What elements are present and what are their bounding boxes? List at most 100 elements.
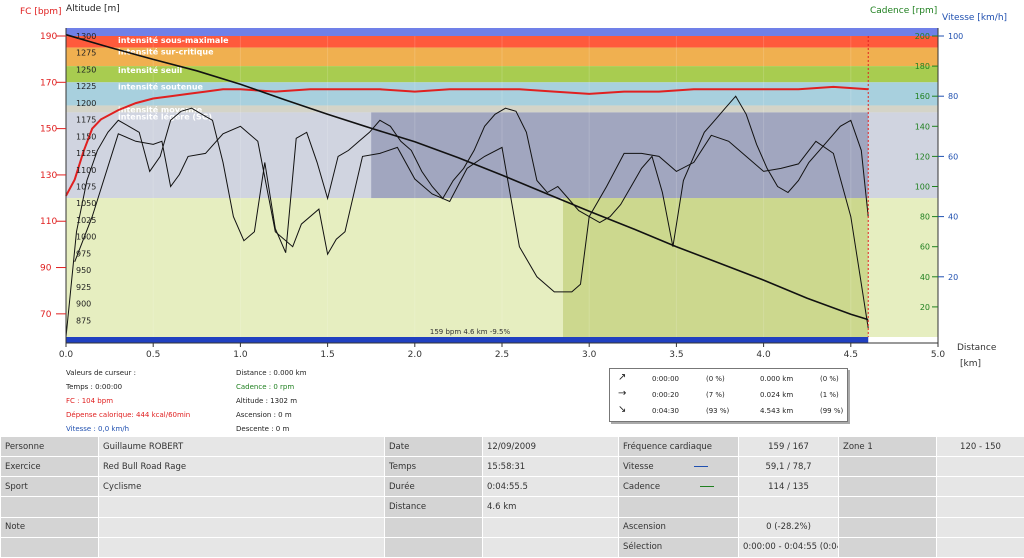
cadence-axis-label: Cadence [rpm] xyxy=(870,6,937,16)
table-cell xyxy=(482,516,619,538)
zone-band xyxy=(66,47,938,67)
zone-label: intensité sur-critique xyxy=(118,47,214,57)
slope-dist: 0.000 km xyxy=(760,375,794,383)
zone-band xyxy=(66,198,938,337)
distance-tick-label: 1.0 xyxy=(233,350,248,360)
table-cell: 120 - 150 xyxy=(936,435,1024,458)
hr-tick-label: 150 xyxy=(40,125,57,135)
zone-top-band xyxy=(66,28,938,36)
cursor-label: 159 bpm 4.6 km -9.5% xyxy=(430,328,511,336)
table-cell: Durée xyxy=(384,476,483,498)
table-cell: 0 (-28.2%) xyxy=(738,516,839,538)
slope-pct: (7 %) xyxy=(706,391,725,399)
cursor-descente: Descente : 0 m xyxy=(236,425,290,433)
altitude-tick-label: 1275 xyxy=(76,49,96,58)
table-cell xyxy=(936,536,1024,558)
altitude-tick-label: 1200 xyxy=(76,99,96,108)
table-cell xyxy=(936,456,1024,478)
cadence-tick-label: 60 xyxy=(920,243,930,252)
legend-swatch xyxy=(693,465,708,467)
table-cell xyxy=(0,536,99,558)
table-cell: 12/09/2009 xyxy=(482,435,619,458)
cursor-vitesse: Vitesse : 0,0 km/h xyxy=(66,425,130,433)
altitude-tick-label: 975 xyxy=(76,249,91,258)
table-cell: Exercice xyxy=(0,456,99,478)
slope-dist: 4.543 km xyxy=(760,407,794,415)
table-cell xyxy=(838,456,937,478)
table-cell xyxy=(384,536,483,558)
cadence-tick-label: 100 xyxy=(915,183,930,192)
slope-row-up: ↗ 0:00:00 (0 %) 0.000 km (0 %) xyxy=(610,371,847,387)
altitude-tick-label: 900 xyxy=(76,300,91,309)
altitude-tick-label: 925 xyxy=(76,283,91,292)
table-cell xyxy=(0,496,99,518)
table-cell: 15:58:31 xyxy=(482,456,619,478)
hr-tick-label: 90 xyxy=(40,264,52,274)
table-cell xyxy=(482,536,619,558)
slope-row-flat: → 0:00:20 (7 %) 0.024 km (1 %) xyxy=(610,387,847,403)
table-cell xyxy=(98,496,385,518)
table-cell: 0:04:55.5 xyxy=(482,476,619,498)
table-cell: 59,1 / 78,7 xyxy=(738,456,839,478)
hr-tick-label: 70 xyxy=(40,310,52,320)
slope-dpct: (99 %) xyxy=(820,407,844,415)
altitude-tick-label: 1025 xyxy=(76,216,96,225)
zone-band xyxy=(66,66,938,83)
table-cell: Note xyxy=(0,516,99,538)
table-cell: Fréquence cardiaque xyxy=(618,435,739,458)
chart[interactable]: intensité sous-maximale intensité sur-cri… xyxy=(0,0,1024,435)
cursor-distance: Distance : 0.000 km xyxy=(236,369,307,377)
zone-label: intensité moyenne xyxy=(118,104,203,114)
distance-tick-label: 2.0 xyxy=(408,350,423,360)
arrow-up-right-icon: ↗ xyxy=(618,372,627,383)
table-row: Exercice Red Bull Road Rage Temps 15:58:31 V… xyxy=(0,456,1024,478)
table-cell: Sport xyxy=(0,476,99,498)
summary-table: Personne Guillaume ROBERT Date 12/09/2009 Fr… xyxy=(0,435,1024,558)
slope-time: 0:00:00 xyxy=(652,375,679,383)
table-cell xyxy=(838,536,937,558)
table-cell: 0:00:00 - 0:04:55 (0:04:55.0) xyxy=(738,536,839,558)
table-cell: Red Bull Road Rage xyxy=(98,456,385,478)
slope-dpct: (1 %) xyxy=(820,391,839,399)
altitude-tick-label: 1250 xyxy=(76,65,96,74)
distance-tick-label: 1.5 xyxy=(320,350,334,360)
table-cell: 159 / 167 xyxy=(738,435,839,458)
table-cell: Ascension xyxy=(618,516,739,538)
cursor-depense: Dépense calorique: 444 kcal/60min xyxy=(66,411,191,419)
slope-summary-box: ↗ 0:00:00 (0 %) 0.000 km (0 %) → 0:00:20… xyxy=(609,368,848,422)
table-cell: Cadence xyxy=(618,476,739,498)
hr-tick-label: 170 xyxy=(40,78,57,88)
distance-tick-label: 5.0 xyxy=(931,350,946,360)
altitude-tick-label: 1175 xyxy=(76,116,96,125)
altitude-tick-label: 1100 xyxy=(76,166,96,175)
cursor-ascension: Ascension : 0 m xyxy=(236,411,292,419)
slope-row-down: ↘ 0:04:30 (93 %) 4.543 km (99 %) xyxy=(610,403,847,419)
table-cell: Distance xyxy=(384,496,483,518)
speed-tick-label: 40 xyxy=(948,213,958,222)
table-cell xyxy=(98,536,385,558)
table-cell: Temps xyxy=(384,456,483,478)
cadence-tick-label: 40 xyxy=(920,273,930,282)
table-cell xyxy=(838,476,937,498)
table-cell xyxy=(98,516,385,538)
cadence-tick-label: 200 xyxy=(915,32,930,41)
table-cell: Vitesse xyxy=(618,456,739,478)
arrow-right-icon: → xyxy=(618,388,627,399)
arrow-down-right-icon: ↘ xyxy=(618,404,627,415)
table-cell xyxy=(936,476,1024,498)
zone-label: intensité légère (SG) xyxy=(118,111,212,121)
series-cadence-line xyxy=(74,125,869,329)
slope-pct: (0 %) xyxy=(706,375,725,383)
intensity-zones: intensité sous-maximale intensité sur-cri… xyxy=(66,28,938,343)
distance-tick-label: 4.0 xyxy=(756,350,771,360)
zone-band xyxy=(66,105,938,113)
table-row: Note Ascension 0 (-28.2%) xyxy=(0,516,1024,538)
cursor-title: Valeurs de curseur : xyxy=(66,369,136,377)
cadence-tick-label: 80 xyxy=(920,213,930,222)
cursor-fc: FC : 104 bpm xyxy=(66,397,114,405)
cursor-values-2: Distance : 0.000 km Cadence : 0 rpm Alti… xyxy=(236,366,406,436)
distance-tick-label: 3.5 xyxy=(669,350,683,360)
table-cell xyxy=(838,516,937,538)
cursor-altitude: Altitude : 1302 m xyxy=(236,397,298,405)
cursor-temps: Temps : 0:00:00 xyxy=(66,383,123,391)
